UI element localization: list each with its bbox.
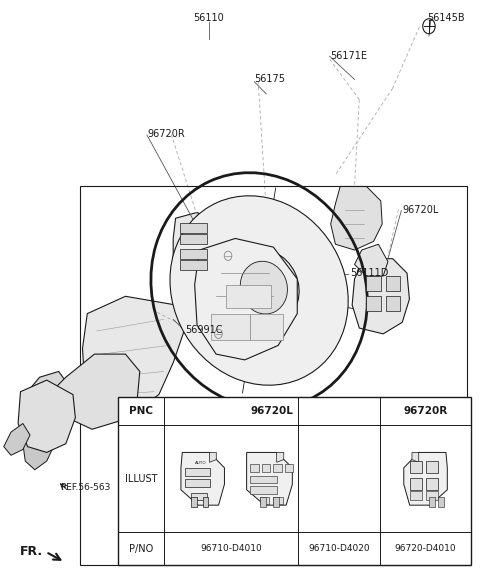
Polygon shape [412,453,419,462]
Bar [185,468,210,476]
Bar [211,314,250,340]
Bar [285,464,293,472]
Text: 96720-D4010: 96720-D4010 [395,544,456,553]
Bar [251,486,276,494]
Bar [426,478,438,490]
Bar [385,296,400,311]
Ellipse shape [240,261,288,314]
Text: 96720L: 96720L [251,406,293,416]
Bar [426,491,438,500]
Text: PNC: PNC [129,406,153,416]
Bar [180,223,206,232]
Bar [250,314,283,340]
Bar [80,187,467,565]
Polygon shape [404,453,447,505]
Ellipse shape [170,196,348,385]
Polygon shape [181,453,225,505]
Polygon shape [4,424,30,456]
Bar [409,478,422,490]
Bar [438,497,444,507]
Text: 96710-D4020: 96710-D4020 [308,544,370,553]
Text: ILLUST: ILLUST [125,474,157,484]
Bar [366,296,381,311]
Bar [273,497,283,504]
Bar [180,234,206,244]
Text: 56145B: 56145B [428,13,465,23]
Bar [185,479,210,487]
Polygon shape [331,187,382,250]
Text: REF.56-563: REF.56-563 [60,483,110,492]
Polygon shape [51,354,140,429]
Text: 56110: 56110 [193,13,224,23]
Polygon shape [355,244,388,276]
Polygon shape [83,296,185,415]
Bar [385,276,400,290]
Text: 56111D: 56111D [350,268,388,278]
Bar [203,497,208,507]
Bar [192,493,207,500]
Polygon shape [257,216,285,250]
Text: P/NO: P/NO [129,544,154,554]
Polygon shape [276,453,284,462]
Text: 96720R: 96720R [147,130,185,139]
Polygon shape [173,213,216,282]
Text: 96710-D4010: 96710-D4010 [201,544,262,553]
Bar [366,276,381,290]
Bar [262,464,270,472]
Bar [409,491,422,500]
Bar [429,497,435,507]
Bar [251,464,259,472]
Bar [180,249,206,259]
Text: 96720L: 96720L [402,205,439,214]
Bar [251,475,276,483]
Ellipse shape [228,249,299,326]
Polygon shape [209,453,216,462]
Bar [273,464,282,472]
Text: 96720R: 96720R [403,406,448,416]
Text: 56175: 56175 [254,74,285,84]
Bar [273,497,279,507]
Polygon shape [23,371,75,435]
Text: AUTO: AUTO [194,461,206,465]
Polygon shape [352,259,409,334]
Polygon shape [59,380,68,397]
Polygon shape [245,216,302,308]
Polygon shape [195,238,297,360]
Bar [409,461,422,474]
Bar [260,497,266,507]
Bar [426,461,438,474]
Text: 56171E: 56171E [331,51,368,62]
Polygon shape [18,380,75,453]
Text: FR.: FR. [20,546,43,558]
Text: 56991C: 56991C [185,325,223,335]
Bar [226,285,271,308]
Bar [180,260,206,270]
Polygon shape [247,453,292,505]
Bar [191,497,197,507]
Polygon shape [23,424,56,470]
Bar [118,397,471,565]
Bar [260,497,269,504]
